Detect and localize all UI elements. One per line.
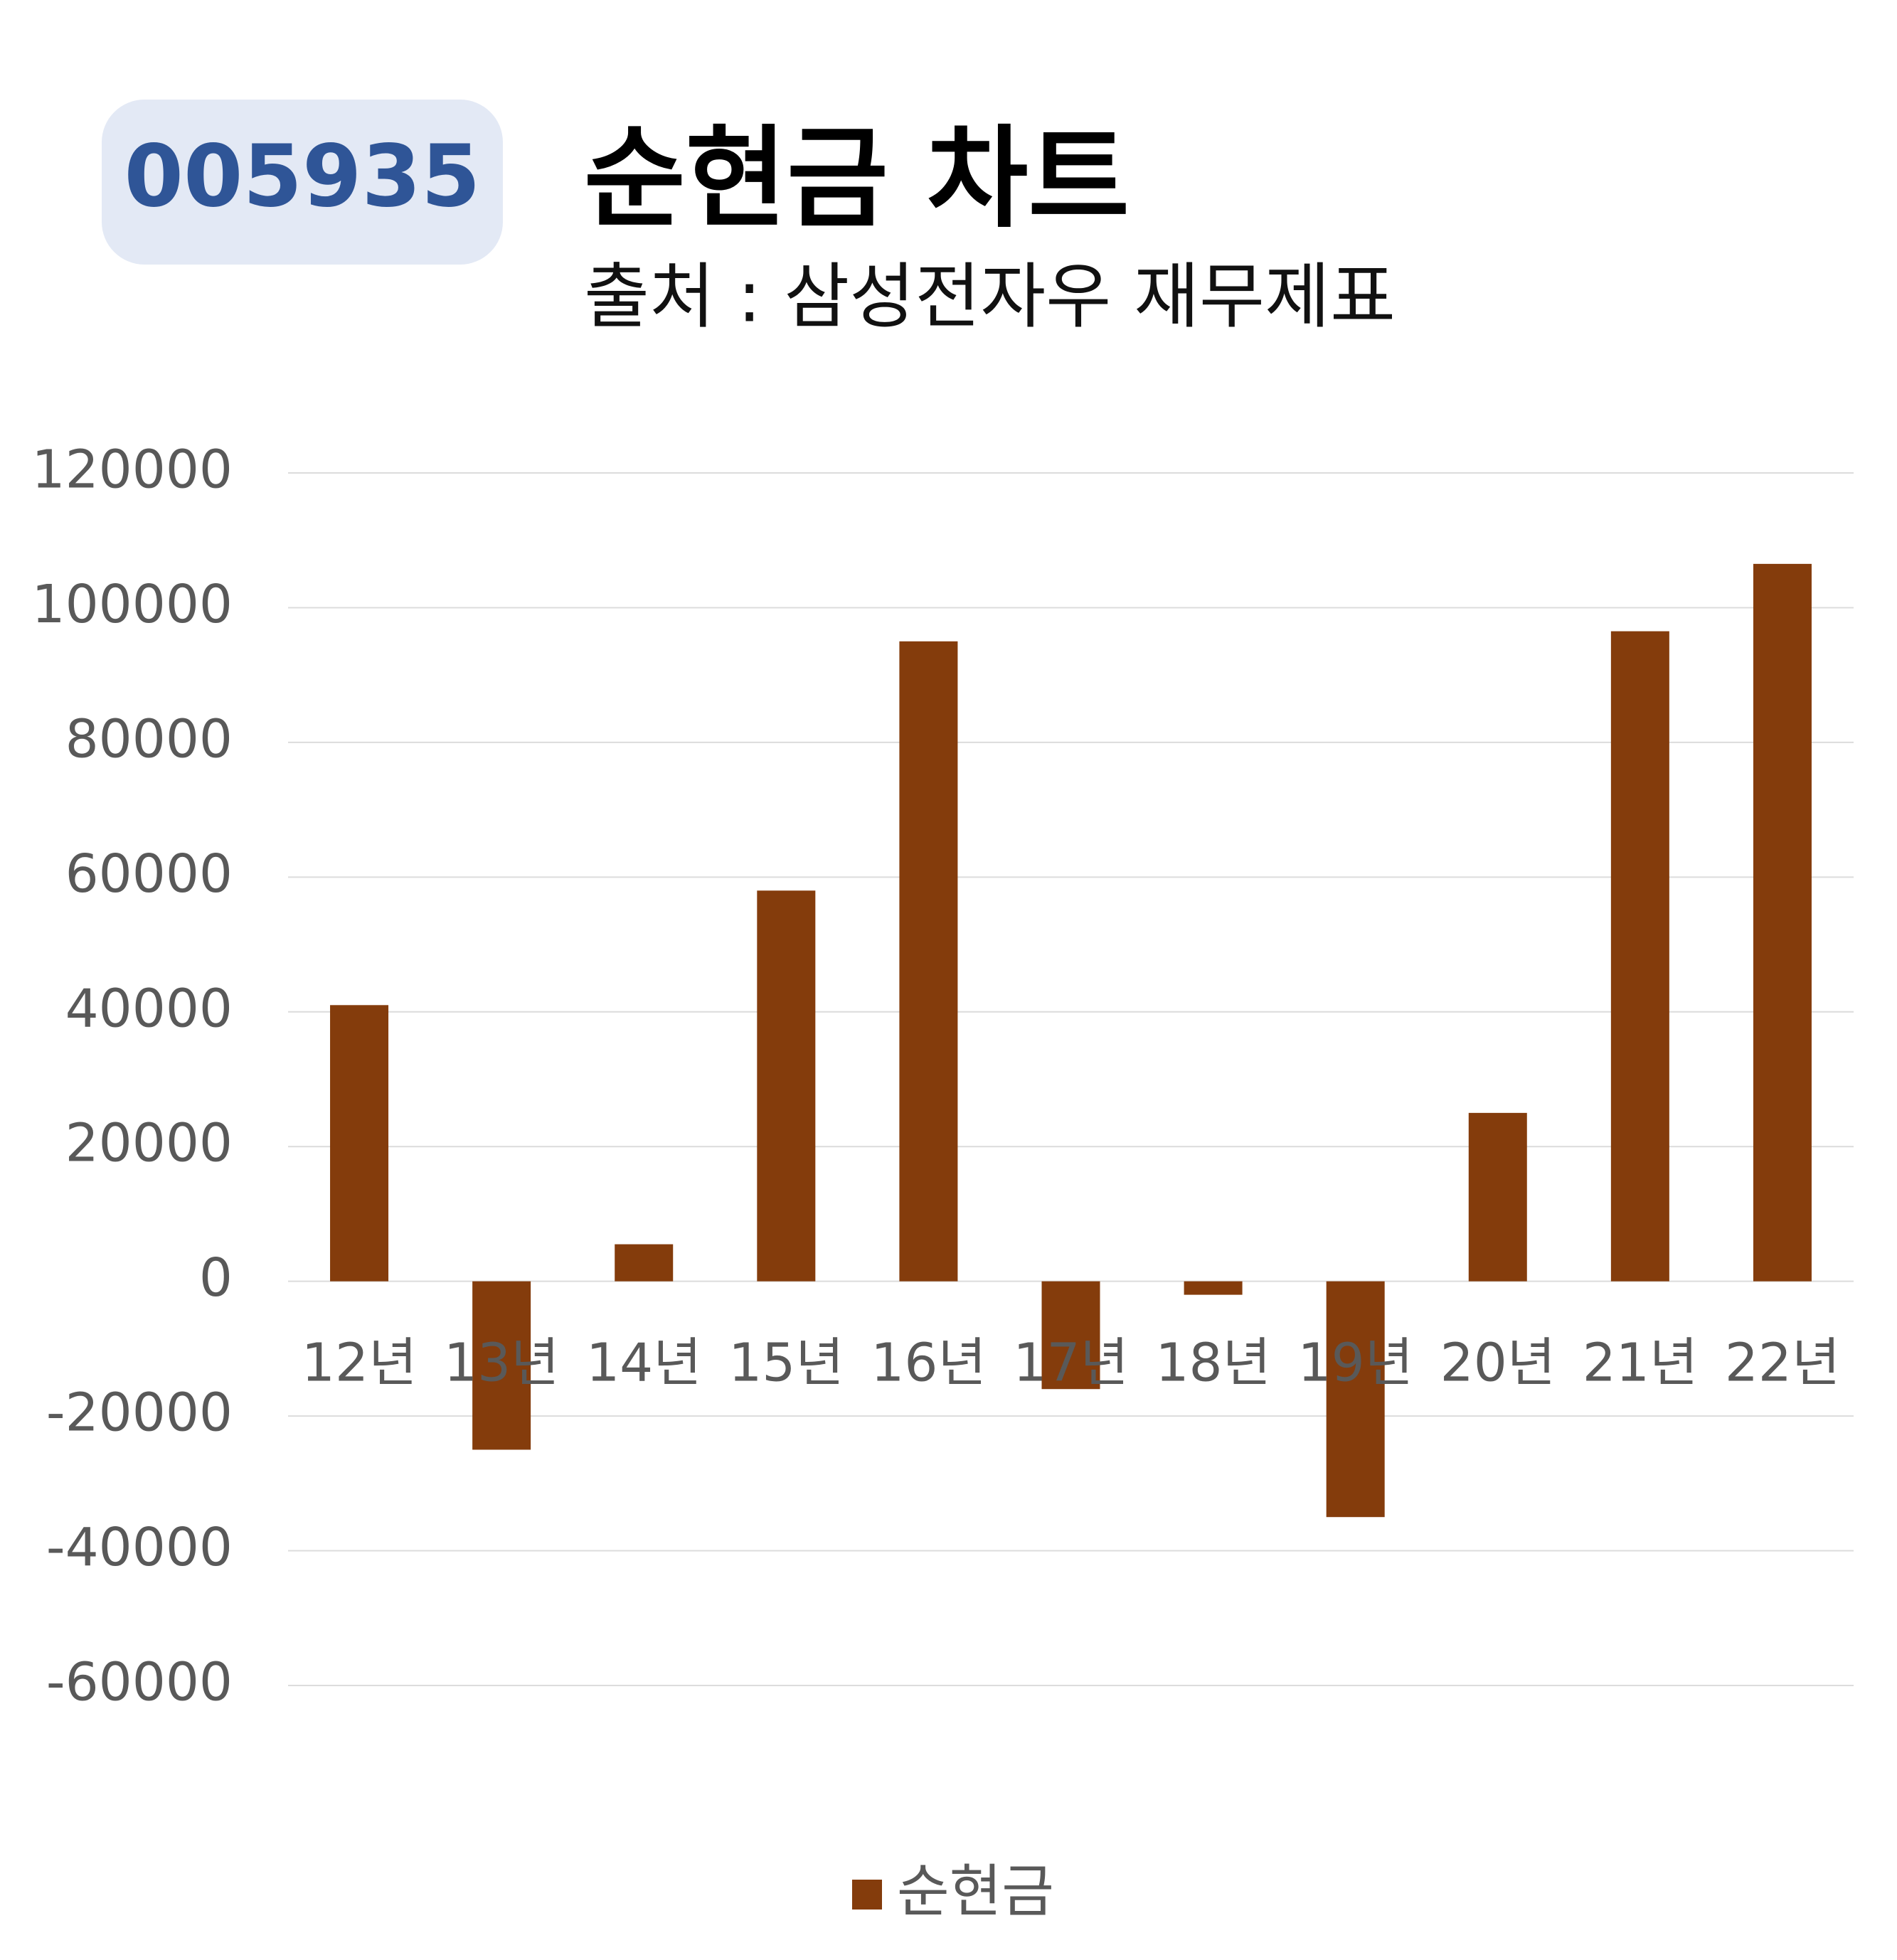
y-tick-label: 100000 bbox=[32, 574, 233, 635]
x-tick-label: 14년 bbox=[586, 1333, 701, 1394]
bar bbox=[472, 1281, 531, 1450]
bar bbox=[1041, 1281, 1100, 1390]
bar bbox=[1753, 563, 1812, 1282]
legend-label: 순현금 bbox=[897, 1858, 1054, 1924]
x-tick-label: 20년 bbox=[1440, 1333, 1556, 1394]
bar bbox=[1468, 1112, 1527, 1282]
badge: 005935 bbox=[124, 128, 481, 227]
bar bbox=[1184, 1281, 1243, 1295]
bar bbox=[330, 1005, 389, 1282]
bar bbox=[1610, 631, 1669, 1282]
badge-background bbox=[102, 100, 503, 265]
y-tick-label: 120000 bbox=[32, 440, 233, 501]
y-tick-label: 0 bbox=[199, 1247, 233, 1309]
x-tick-label: 12년 bbox=[302, 1333, 417, 1394]
x-tick-label: 16년 bbox=[871, 1333, 986, 1394]
x-tick-label: 13년 bbox=[444, 1333, 559, 1394]
bar bbox=[757, 890, 816, 1282]
x-tick-label: 22년 bbox=[1725, 1333, 1840, 1394]
bar bbox=[899, 641, 958, 1282]
x-tick-label: 21년 bbox=[1583, 1333, 1698, 1394]
y-tick-label: -40000 bbox=[46, 1517, 233, 1578]
chart-subtitle: 출처 : 삼성전자우 재무제표 bbox=[584, 255, 1396, 338]
chart-title: 순현금 차트 bbox=[584, 114, 1130, 243]
y-tick-label: -20000 bbox=[46, 1383, 233, 1444]
x-tick-label: 18년 bbox=[1155, 1333, 1270, 1394]
x-tick-label: 15년 bbox=[728, 1333, 844, 1394]
y-tick-label: 80000 bbox=[65, 708, 233, 769]
y-tick-label: 40000 bbox=[65, 978, 233, 1039]
legend-swatch bbox=[852, 1880, 882, 1910]
x-tick-label: 19년 bbox=[1298, 1333, 1413, 1394]
y-tick-label: 60000 bbox=[65, 843, 233, 905]
y-tick-label: -60000 bbox=[46, 1652, 233, 1713]
x-tick-label: 17년 bbox=[1013, 1333, 1128, 1394]
y-tick-label: 20000 bbox=[65, 1113, 233, 1174]
bar bbox=[1326, 1281, 1385, 1518]
bar bbox=[615, 1244, 674, 1282]
